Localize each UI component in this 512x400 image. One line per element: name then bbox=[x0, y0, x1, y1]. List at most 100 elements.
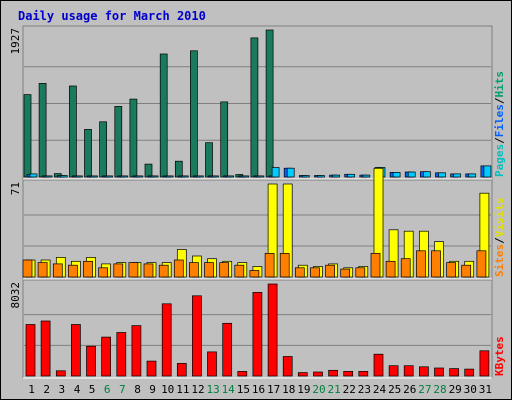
chart-title: Daily usage for March 2010 bbox=[18, 9, 206, 23]
bar-kbytes bbox=[403, 365, 414, 377]
bar-pages bbox=[407, 171, 416, 178]
bar-kbytes bbox=[55, 370, 66, 377]
bar-kbytes bbox=[358, 371, 369, 377]
day-label: 14 bbox=[222, 383, 236, 396]
bar-hits bbox=[174, 160, 183, 178]
bar-kbytes bbox=[101, 336, 111, 377]
panel-1: 1927 Pages/Files/Hits bbox=[9, 25, 506, 180]
bar-kbytes bbox=[328, 369, 338, 377]
bar-kbytes bbox=[373, 353, 384, 377]
bar-kbytes bbox=[161, 303, 172, 377]
bar-sites bbox=[22, 259, 33, 278]
bar-hits bbox=[265, 29, 274, 178]
day-label: 31 bbox=[479, 383, 492, 396]
day-label: 26 bbox=[403, 383, 416, 396]
day-label: 17 bbox=[267, 383, 280, 396]
day-label: 6 bbox=[104, 383, 111, 396]
bar-pages bbox=[75, 175, 83, 178]
panel-frame bbox=[22, 179, 493, 280]
day-label: 22 bbox=[343, 383, 356, 396]
bar-pages bbox=[423, 171, 431, 178]
bar-sites bbox=[476, 250, 487, 278]
bar-sites bbox=[173, 259, 184, 278]
day-label: 29 bbox=[449, 383, 462, 396]
day-label: 15 bbox=[237, 383, 250, 396]
bar-pages bbox=[29, 173, 38, 178]
day-label: 19 bbox=[297, 383, 310, 396]
bar-kbytes bbox=[25, 324, 36, 377]
panel-2: 71 Sites/Visits bbox=[9, 167, 506, 280]
bar-pages bbox=[438, 172, 446, 178]
bar-hits bbox=[99, 121, 107, 178]
bar-sites bbox=[68, 264, 78, 278]
x-axis-labels: 1 2 3 4 5 6 7 8 9 10 11 12 13 14 15 16 17 18 19 20 21 22 23 24 2… bbox=[28, 383, 492, 396]
bar-sites bbox=[83, 260, 93, 278]
bar-pages bbox=[468, 173, 477, 178]
bar-sites bbox=[204, 262, 214, 278]
bar-hits bbox=[190, 50, 198, 178]
bar-hits bbox=[69, 85, 77, 178]
day-label: 24 bbox=[373, 383, 387, 396]
bar-sites bbox=[98, 267, 108, 278]
bar-pages bbox=[180, 175, 189, 178]
bar-hits bbox=[144, 163, 153, 178]
panel-max-label: 1927 bbox=[9, 28, 22, 55]
panel-legend: Pages/Files/Hits bbox=[493, 71, 506, 177]
day-label: 21 bbox=[327, 383, 340, 396]
bar-pages bbox=[59, 175, 68, 178]
bar-pages bbox=[271, 167, 280, 178]
panel-max-label: 71 bbox=[9, 182, 22, 195]
bar-pages bbox=[135, 175, 144, 178]
bar-pages bbox=[286, 167, 295, 178]
bar-sites bbox=[143, 263, 154, 278]
bar-kbytes bbox=[116, 332, 127, 377]
bar-kbytes bbox=[282, 356, 293, 377]
bar-pages bbox=[150, 175, 159, 178]
bar-sites bbox=[52, 263, 63, 278]
bar-kbytes bbox=[131, 325, 142, 377]
day-label: 8 bbox=[134, 383, 141, 396]
bar-sites bbox=[158, 264, 169, 278]
bar-sites bbox=[189, 262, 199, 278]
bar-sites bbox=[461, 264, 472, 278]
panel-3: 8032 KBytes bbox=[9, 279, 506, 379]
bar-sites bbox=[400, 258, 411, 278]
bar-kbytes bbox=[297, 372, 308, 377]
day-label: 18 bbox=[282, 383, 295, 396]
panel-legend: KBytes bbox=[493, 336, 506, 376]
bar-pages bbox=[483, 165, 492, 178]
bar-sites bbox=[113, 263, 124, 278]
day-label: 30 bbox=[464, 383, 477, 396]
bar-sites bbox=[340, 268, 351, 278]
legend-part: / bbox=[493, 137, 506, 144]
bar-hits bbox=[205, 142, 213, 178]
bar-kbytes bbox=[146, 360, 157, 377]
bar-sites bbox=[294, 267, 305, 278]
bar-pages bbox=[256, 175, 265, 178]
day-label: 2 bbox=[43, 383, 50, 396]
bar-pages bbox=[317, 175, 325, 178]
bar-pages bbox=[347, 173, 356, 178]
legend-part: / bbox=[493, 237, 506, 244]
bar-kbytes bbox=[449, 368, 459, 377]
bar-pages bbox=[44, 175, 53, 178]
bar-kbytes bbox=[40, 320, 51, 377]
bar-sites bbox=[310, 267, 320, 278]
bar-hits bbox=[159, 53, 168, 178]
legend-part: KBytes bbox=[493, 336, 506, 376]
bar-hits bbox=[23, 94, 32, 178]
bar-kbytes bbox=[176, 363, 187, 377]
bar-sites bbox=[37, 262, 48, 278]
bar-sites bbox=[128, 262, 139, 278]
legend-part: / bbox=[493, 97, 506, 104]
bar-sites bbox=[446, 262, 456, 278]
legend-part: Sites bbox=[493, 244, 506, 277]
bar-hits bbox=[129, 98, 138, 178]
bar-kbytes bbox=[388, 365, 399, 377]
bar-kbytes bbox=[192, 295, 202, 377]
day-label: 25 bbox=[388, 383, 401, 396]
bar-kbytes bbox=[419, 366, 429, 377]
day-label: 27 bbox=[418, 383, 431, 396]
day-label: 20 bbox=[312, 383, 325, 396]
